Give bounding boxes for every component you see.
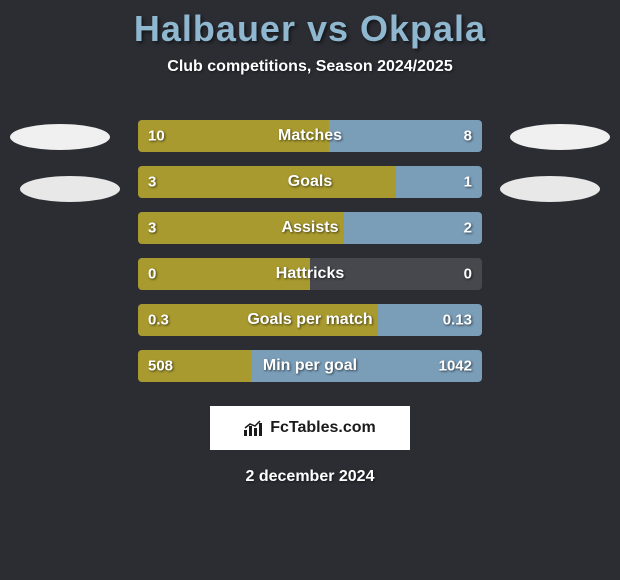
subtitle: Club competitions, Season 2024/2025 bbox=[0, 58, 620, 76]
stat-label: Hattricks bbox=[276, 265, 344, 283]
stat-label: Goals bbox=[288, 173, 332, 191]
avatar-left bbox=[10, 124, 110, 150]
fctables-badge[interactable]: FcTables.com bbox=[210, 406, 410, 450]
stat-row: 3 Goals 1 bbox=[138, 166, 482, 198]
stat-value-left: 10 bbox=[148, 128, 165, 145]
stat-value-left: 3 bbox=[148, 174, 156, 191]
club-badge-left bbox=[20, 176, 120, 202]
club-badge-right bbox=[500, 176, 600, 202]
bar-right bbox=[329, 120, 482, 152]
date-label: 2 december 2024 bbox=[0, 468, 620, 486]
bar-right bbox=[344, 212, 482, 244]
stat-value-left: 0 bbox=[148, 266, 156, 283]
stat-value-left: 508 bbox=[148, 358, 173, 375]
chart-icon bbox=[244, 420, 264, 436]
stat-value-right: 0 bbox=[464, 266, 472, 283]
stat-row: 10 Matches 8 bbox=[138, 120, 482, 152]
stat-label: Matches bbox=[278, 127, 342, 145]
stat-value-left: 3 bbox=[148, 220, 156, 237]
page-title: Halbauer vs Okpala bbox=[0, 8, 620, 50]
stats-chart: 10 Matches 8 3 Goals 1 3 Assists 2 0 Hattricks 0 0.3… bbox=[138, 120, 482, 382]
stat-row: 0 Hattricks 0 bbox=[138, 258, 482, 290]
avatar-right bbox=[510, 124, 610, 150]
stat-value-right: 8 bbox=[464, 128, 472, 145]
stat-value-right: 1 bbox=[464, 174, 472, 191]
stat-value-right: 0.13 bbox=[443, 312, 472, 329]
comparison-container: Halbauer vs Okpala Club competitions, Se… bbox=[0, 0, 620, 580]
stat-label: Goals per match bbox=[247, 311, 372, 329]
badge-text: FcTables.com bbox=[270, 419, 376, 437]
stat-row: 3 Assists 2 bbox=[138, 212, 482, 244]
stat-value-right: 1042 bbox=[439, 358, 472, 375]
bar-left bbox=[138, 166, 396, 198]
stat-row: 508 Min per goal 1042 bbox=[138, 350, 482, 382]
stat-value-left: 0.3 bbox=[148, 312, 169, 329]
stat-label: Assists bbox=[282, 219, 339, 237]
stat-label: Min per goal bbox=[263, 357, 357, 375]
stat-value-right: 2 bbox=[464, 220, 472, 237]
stat-row: 0.3 Goals per match 0.13 bbox=[138, 304, 482, 336]
